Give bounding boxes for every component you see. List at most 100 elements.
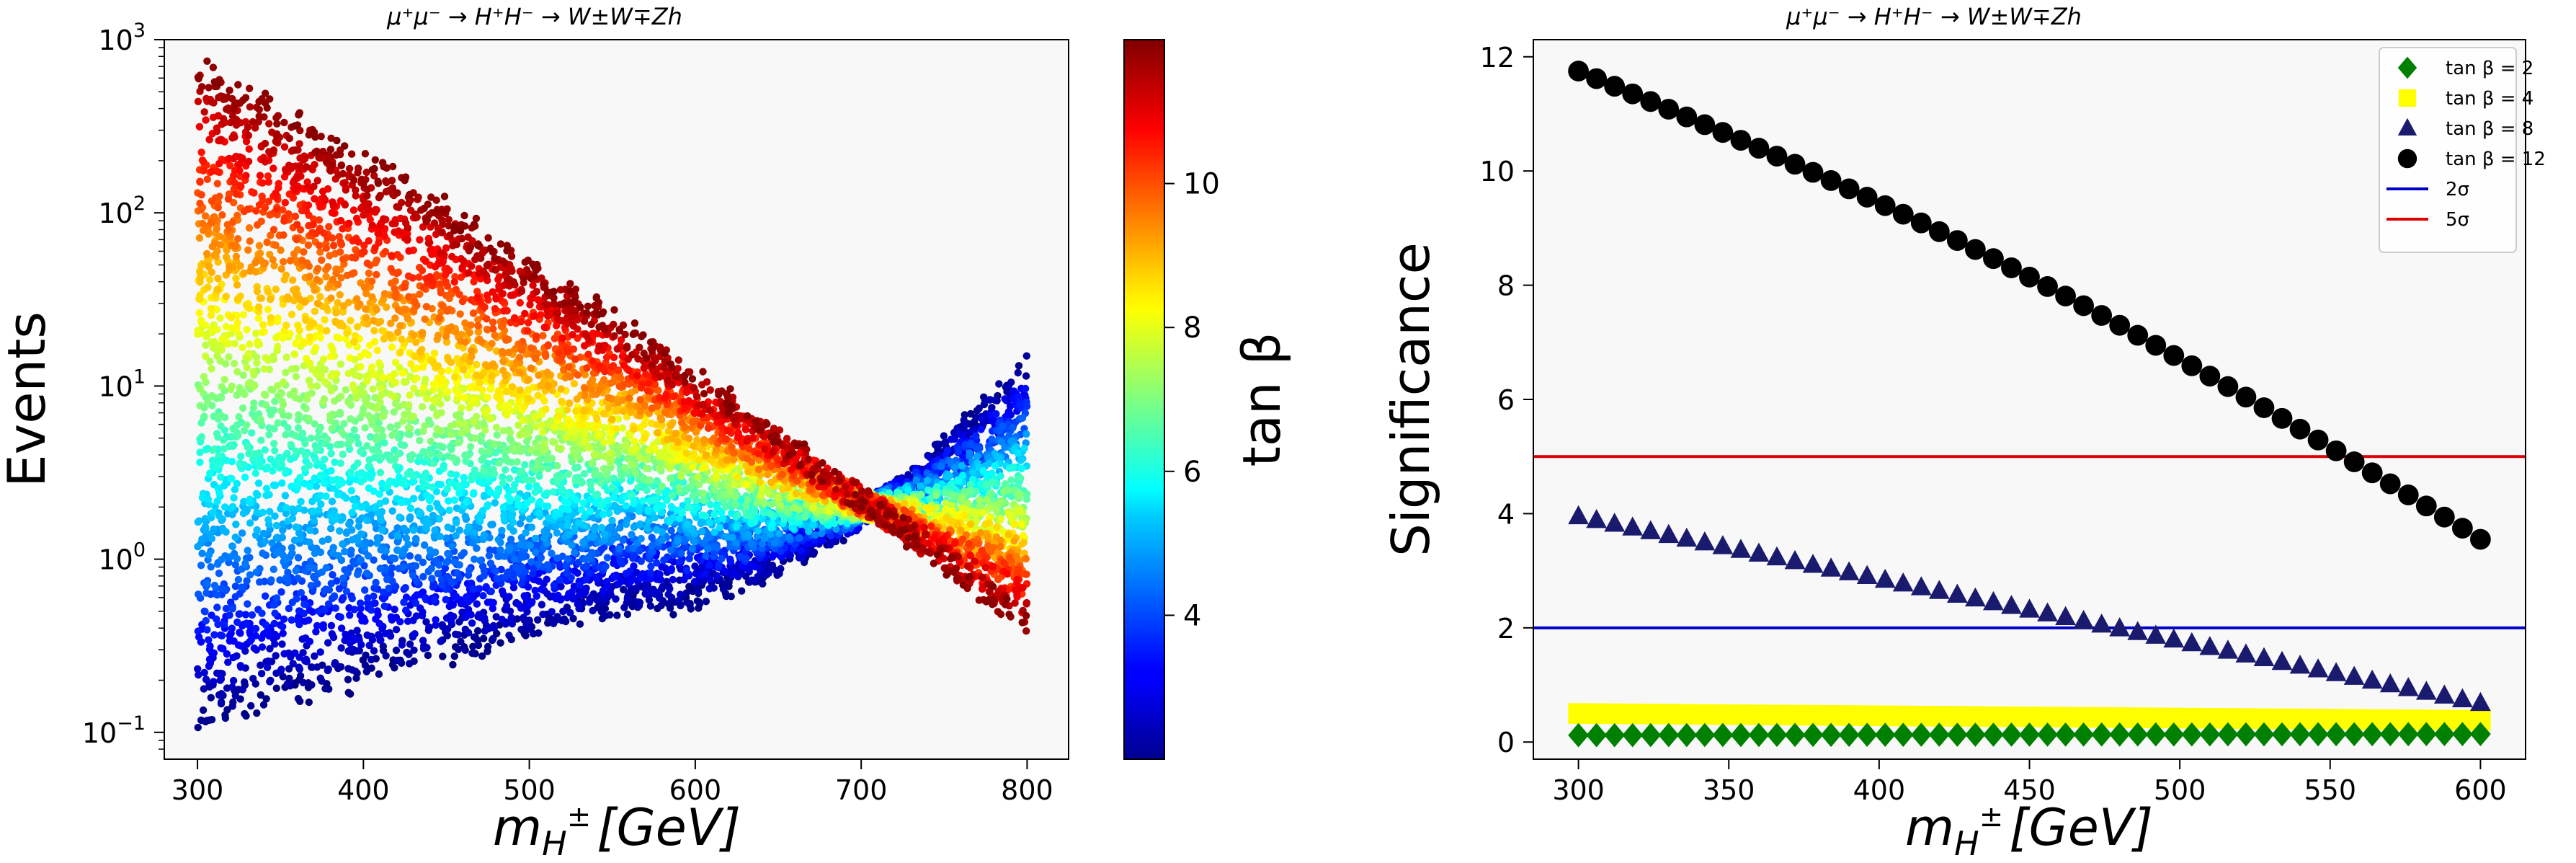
scatter-point: [531, 488, 539, 496]
scatter-point: [259, 529, 268, 538]
scatter-point: [264, 463, 272, 471]
scatter-point: [400, 441, 409, 449]
scatter-point: [233, 368, 241, 376]
scatter-point: [347, 546, 355, 554]
scatter-point: [667, 474, 674, 482]
scatter-point: [587, 480, 595, 489]
scatter-point: [329, 571, 337, 579]
scatter-point: [966, 410, 975, 418]
scatter-point: [205, 636, 213, 644]
scatter-point: [277, 460, 285, 468]
scatter-point: [504, 492, 512, 500]
scatter-point: [418, 403, 427, 411]
scatter-point: [647, 569, 655, 577]
scatter-point: [210, 412, 218, 420]
scatter-point: [261, 537, 269, 545]
scatter-point: [347, 436, 355, 445]
scatter-point: [336, 408, 344, 417]
scatter-point: [257, 661, 264, 669]
scatter-point: [499, 503, 508, 511]
scatter-point: [452, 531, 460, 540]
scatter-point: [610, 501, 619, 510]
scatter-point: [335, 585, 344, 593]
scatter-point: [435, 515, 443, 523]
scatter-point: [1014, 368, 1022, 377]
scatter-point: [566, 608, 574, 617]
scatter-point: [205, 655, 214, 663]
scatter-point: [447, 577, 455, 586]
scatter-point: [305, 461, 313, 469]
scatter-point: [527, 523, 536, 531]
scatter-point: [450, 652, 458, 660]
scatter-point: [794, 513, 802, 521]
scatter-point: [527, 496, 536, 504]
scatter-point: [258, 643, 267, 651]
scatter-point: [247, 636, 255, 644]
scatter-point: [316, 472, 324, 479]
scatter-point: [306, 538, 313, 546]
scatter-point: [478, 652, 486, 660]
scatter-point: [357, 530, 365, 538]
scatter-point: [340, 420, 348, 428]
scatter-point: [281, 492, 290, 500]
scatter-point: [433, 500, 441, 508]
scatter-point: [716, 523, 723, 531]
scatter-point: [568, 541, 576, 549]
scatter-point: [282, 449, 291, 458]
scatter-point: [979, 467, 987, 475]
scatter-point: [483, 501, 492, 509]
scatter-point: [337, 613, 344, 621]
scatter-point: [400, 598, 408, 606]
scatter-point: [589, 606, 597, 615]
scatter-point: [748, 576, 756, 584]
scatter-point: [337, 392, 345, 400]
scatter-point: [206, 469, 214, 477]
scatter-point: [439, 652, 447, 660]
scatter-point: [284, 517, 292, 525]
scatter-point: [238, 583, 246, 591]
scatter-point: [344, 398, 352, 407]
scatter-point: [543, 561, 552, 569]
scatter-point: [508, 513, 516, 521]
scatter-point: [682, 589, 690, 597]
scatter-point: [322, 564, 331, 572]
scatter-point: [1020, 444, 1028, 453]
scatter-point: [379, 432, 387, 441]
scatter-point: [334, 441, 342, 448]
scatter-point: [1018, 414, 1027, 422]
scatter-point: [683, 521, 691, 528]
scatter-point: [436, 532, 444, 541]
scatter-point: [344, 569, 352, 577]
scatter-point: [200, 412, 208, 420]
scatter-point: [471, 466, 479, 474]
scatter-point: [493, 431, 501, 439]
scatter-point: [273, 549, 281, 557]
scatter-point: [296, 535, 304, 543]
scatter-point: [579, 499, 587, 507]
scatter-point: [455, 561, 463, 569]
scatter-point: [404, 617, 412, 625]
scatter-point: [552, 508, 560, 516]
scatter-point: [203, 626, 211, 634]
scatter-point: [228, 605, 236, 613]
scatter-point: [208, 716, 216, 724]
scatter-point: [505, 545, 514, 554]
scatter-point: [496, 546, 504, 554]
scatter-point: [667, 546, 675, 554]
scatter-point: [705, 585, 713, 593]
scatter-point: [480, 466, 488, 474]
scatter-point: [342, 630, 349, 639]
scatter-point: [521, 461, 529, 469]
scatter-point: [473, 600, 481, 608]
scatter-point: [507, 614, 515, 621]
scatter-point: [249, 675, 257, 683]
scatter-point: [342, 386, 350, 394]
scatter-point: [238, 642, 246, 650]
scatter-point: [333, 475, 342, 483]
scatter-point: [958, 493, 966, 502]
scatter-point: [701, 512, 710, 520]
scatter-point: [402, 606, 410, 614]
scatter-point: [656, 570, 664, 578]
scatter-point: [357, 604, 365, 613]
scatter-point: [435, 561, 443, 569]
